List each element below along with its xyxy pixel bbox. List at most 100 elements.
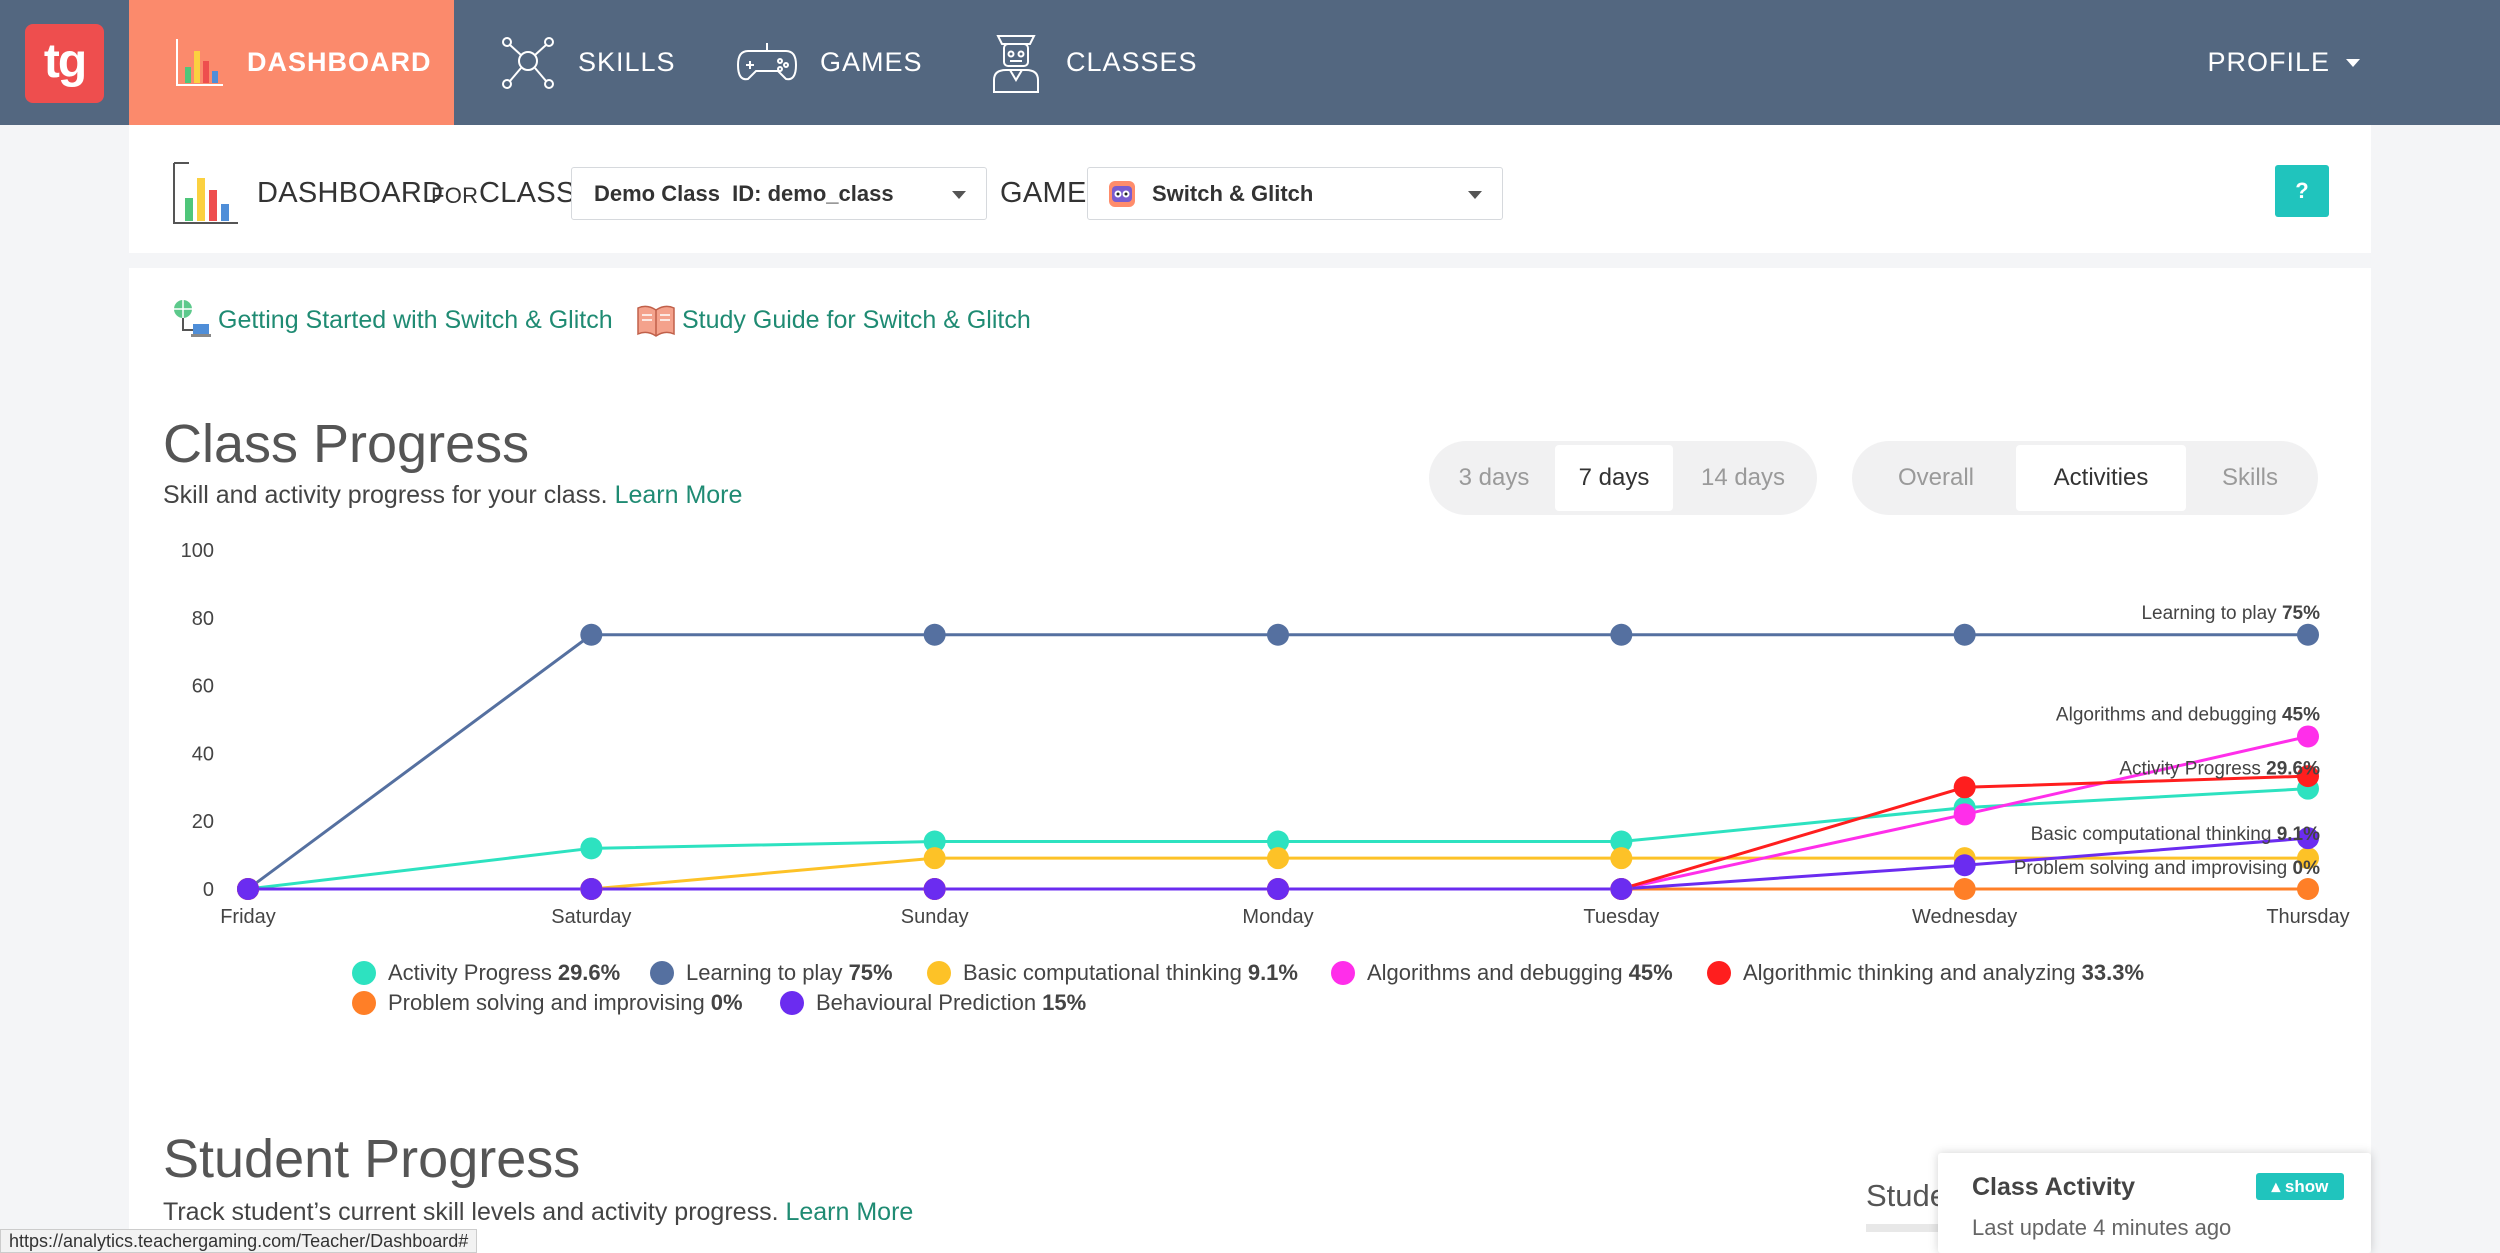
- legend-label: Algorithms and debugging: [1367, 960, 1623, 985]
- profile-label: PROFILE: [2207, 47, 2330, 77]
- getting-started-link[interactable]: Getting Started with Switch & Glitch: [218, 306, 613, 334]
- toolbar-dashboard-label: DASHBOARD: [257, 177, 444, 209]
- legend-item-learning-to-play[interactable]: Learning to play 75%: [650, 960, 893, 986]
- legend-item-activity-progress[interactable]: Activity Progress 29.6%: [352, 960, 620, 986]
- legend-value: 45%: [1628, 960, 1673, 985]
- end-label-value: 75%: [2282, 603, 2320, 624]
- data-point-behavioural-prediction: [1610, 878, 1633, 900]
- data-point-basic-computational-thinking: [1610, 847, 1633, 870]
- end-label-algorithms-and-debugging: Algorithms and debugging 45%: [2056, 704, 2320, 725]
- range-option-3-days[interactable]: 3 days: [1458, 464, 1530, 491]
- range-option-14-days[interactable]: 14 days: [1700, 464, 1786, 491]
- data-point-learning-to-play: [580, 623, 603, 646]
- book-icon: [637, 305, 675, 337]
- nav-classes-label: CLASSES: [1066, 47, 1198, 77]
- content-card: Getting Started with Switch & Glitch Stu…: [129, 268, 2371, 1253]
- view-option-activities[interactable]: Activities: [2016, 445, 2186, 511]
- end-label-value: 29.6%: [2266, 759, 2320, 780]
- x-tick-label: Wednesday: [1912, 906, 2017, 928]
- nav-dashboard[interactable]: DASHBOARD: [129, 0, 454, 125]
- legend-label: Learning to play: [686, 960, 843, 985]
- teacher-icon: [993, 34, 1039, 93]
- view-option-skills[interactable]: Skills: [2221, 464, 2278, 491]
- legend-item-algorithmic-thinking-and-analyzing[interactable]: Algorithmic thinking and analyzing 33.3%: [1707, 960, 2144, 986]
- legend-item-algorithms-and-debugging[interactable]: Algorithms and debugging 45%: [1331, 960, 1673, 986]
- x-tick-label: Sunday: [901, 906, 969, 928]
- game-select[interactable]: Switch & Glitch: [1087, 167, 1503, 220]
- legend-swatch: [1707, 961, 1731, 985]
- legend-label: Basic computational thinking: [963, 960, 1242, 985]
- end-label-value: 0%: [2293, 858, 2321, 879]
- legend-item-problem-solving-and-improvising[interactable]: Problem solving and improvising 0%: [352, 990, 743, 1016]
- y-tick-label: 0: [203, 879, 214, 901]
- end-label-value: 45%: [2282, 704, 2320, 725]
- nav-games-label: GAMES: [820, 47, 923, 77]
- nav-skills[interactable]: SKILLS: [500, 0, 676, 125]
- data-point-algorithms-and-debugging: [2297, 725, 2319, 748]
- legend-swatch: [927, 961, 951, 985]
- view-option-overall[interactable]: Overall: [1897, 464, 1975, 491]
- range-toggle: 3 days 7 days 14 days: [1429, 441, 1817, 515]
- study-guide-link[interactable]: Study Guide for Switch & Glitch: [682, 306, 1031, 334]
- end-label-text: Algorithms and debugging: [2056, 704, 2282, 725]
- nav-classes[interactable]: CLASSES: [988, 0, 1198, 125]
- data-point-activity-progress: [1267, 830, 1289, 853]
- class-select[interactable]: Demo Class ID: demo_class: [571, 167, 987, 220]
- end-label-basic-computational-thinking: Basic computational thinking 9.1%: [2031, 824, 2321, 845]
- data-point-algorithmic-thinking-and-analyzing: [1953, 776, 1976, 799]
- data-point-behavioural-prediction: [923, 878, 946, 900]
- end-label-text: Learning to play: [2141, 603, 2282, 624]
- legend-value: 9.1%: [1247, 960, 1298, 985]
- range-option-7-days[interactable]: 7 days: [1555, 445, 1673, 511]
- student-progress-subtitle-text: Track student’s current skill levels and…: [163, 1198, 779, 1226]
- student-tab-partial[interactable]: Stude: [1866, 1178, 1948, 1213]
- legend-value: 29.6%: [557, 960, 621, 985]
- data-point-learning-to-play: [2297, 623, 2319, 646]
- class-activity-show-button[interactable]: ▴ show: [2256, 1173, 2344, 1200]
- data-point-basic-computational-thinking: [923, 847, 946, 870]
- class-progress-learn-more-link[interactable]: Learn More: [614, 481, 743, 509]
- class-progress-title: Class Progress: [163, 414, 530, 474]
- x-tick-label: Friday: [220, 906, 276, 928]
- globe-computer-icon: [174, 300, 211, 337]
- data-point-problem-solving-and-improvising: [1953, 878, 1976, 900]
- legend-swatch: [780, 991, 804, 1015]
- toolbar-for-label: FOR: [431, 183, 479, 208]
- class-activity-last-update: Last update 4 minutes ago: [1972, 1215, 2232, 1240]
- end-label-text: Activity Progress: [2119, 759, 2266, 780]
- class-activity-title: Class Activity: [1972, 1173, 2136, 1201]
- student-progress-learn-more-link[interactable]: Learn More: [785, 1198, 914, 1226]
- end-label-text: Problem solving and improvising: [2014, 858, 2293, 879]
- end-label-problem-solving-and-improvising: Problem solving and improvising 0%: [2014, 858, 2320, 879]
- class-activity-panel: Class Activity Last update 4 minutes ago…: [1938, 1153, 2371, 1253]
- chevron-down-icon: [2346, 58, 2360, 67]
- student-progress-title: Student Progress: [163, 1129, 581, 1189]
- profile-menu[interactable]: PROFILE: [2207, 0, 2360, 125]
- gamepad-icon: [736, 42, 798, 80]
- legend-item-behavioural-prediction[interactable]: Behavioural Prediction 15%: [780, 990, 1086, 1016]
- x-tick-label: Tuesday: [1583, 906, 1659, 928]
- legend-item-basic-computational-thinking[interactable]: Basic computational thinking 9.1%: [927, 960, 1298, 986]
- view-toggle: Overall Activities Skills: [1852, 441, 2318, 515]
- nav-dashboard-label: DASHBOARD: [247, 47, 432, 77]
- class-progress-subtitle: Skill and activity progress for your cla…: [163, 481, 742, 510]
- nav-games[interactable]: GAMES: [736, 0, 923, 125]
- x-tick-label: Thursday: [2266, 906, 2349, 928]
- nav-skills-label: SKILLS: [578, 47, 676, 77]
- legend-swatch: [352, 961, 376, 985]
- legend-value: 33.3%: [2081, 960, 2145, 985]
- data-point-problem-solving-and-improvising: [2297, 878, 2319, 900]
- legend-label: Behavioural Prediction: [816, 990, 1037, 1015]
- class-progress-subtitle-text: Skill and activity progress for your cla…: [163, 481, 608, 509]
- legend-swatch: [1331, 961, 1355, 985]
- end-label-learning-to-play: Learning to play 75%: [2141, 603, 2320, 624]
- data-point-behavioural-prediction: [1953, 854, 1976, 877]
- class-select-value: Demo Class ID: demo_class: [594, 180, 894, 206]
- app-logo[interactable]: tg: [25, 24, 104, 103]
- help-button[interactable]: ?: [2275, 165, 2329, 217]
- chevron-up-icon: ▴: [2271, 1177, 2281, 1196]
- network-icon: [502, 36, 554, 89]
- legend-swatch: [352, 991, 376, 1015]
- y-tick-label: 80: [192, 608, 214, 630]
